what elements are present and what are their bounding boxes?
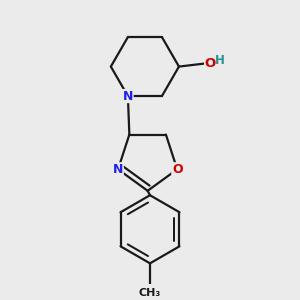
Text: H: H (215, 54, 225, 67)
Text: N: N (113, 163, 123, 176)
Text: N: N (123, 90, 133, 103)
Text: O: O (172, 163, 182, 176)
Text: CH₃: CH₃ (139, 288, 161, 298)
Text: O: O (205, 57, 216, 70)
